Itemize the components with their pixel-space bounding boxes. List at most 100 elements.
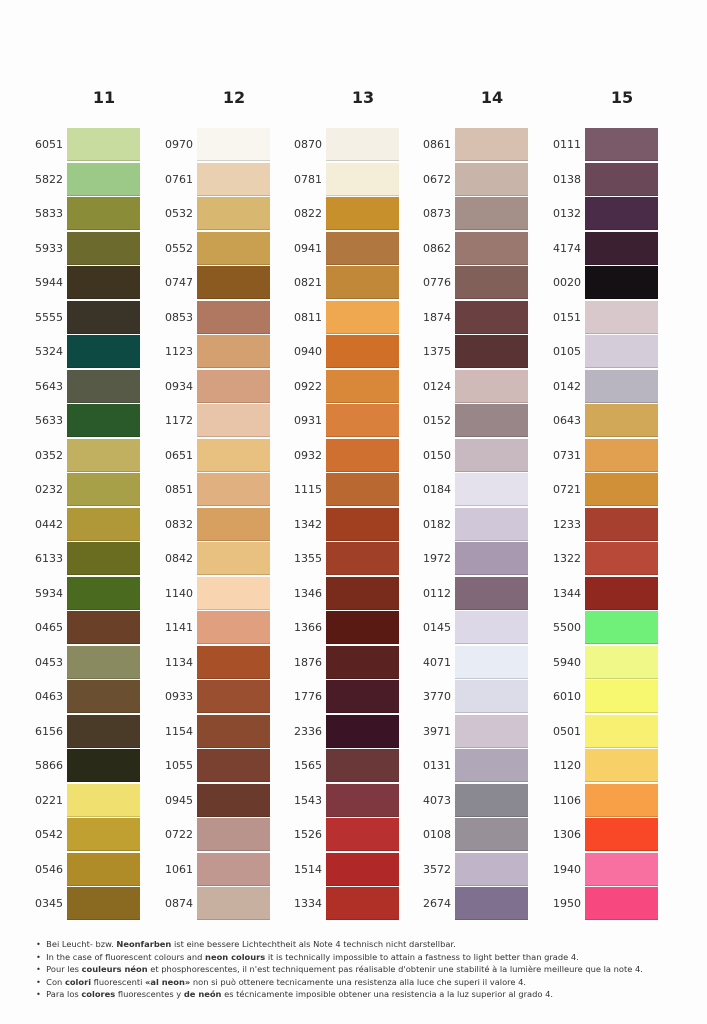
color-code: 6010	[553, 690, 581, 703]
color-code: 0020	[553, 276, 581, 289]
note-line: Para los colores fluorescentes y de neón…	[36, 988, 696, 1001]
note-text: «al neon»	[145, 976, 191, 987]
color-code: 0821	[294, 276, 322, 289]
swatch	[67, 645, 140, 679]
color-code: 1233	[553, 517, 581, 531]
color-code: 2674	[423, 897, 451, 910]
swatch	[326, 783, 399, 817]
swatch	[455, 369, 528, 403]
color-code: 1055	[165, 759, 193, 772]
color-code: 0934	[165, 379, 193, 393]
swatch	[455, 473, 528, 506]
swatch	[585, 335, 658, 368]
color-code: 4174	[553, 241, 581, 255]
swatch	[326, 369, 399, 403]
color-code: 6051	[35, 138, 63, 151]
swatch	[197, 542, 270, 575]
color-code: 0643	[553, 414, 581, 427]
note-text: Con	[46, 976, 65, 987]
swatch	[197, 887, 270, 920]
color-code: 0853	[165, 310, 193, 324]
color-code: 5833	[35, 207, 63, 220]
swatch	[197, 231, 270, 265]
color-code: 1115	[294, 483, 322, 496]
swatch	[585, 645, 658, 679]
swatch	[455, 507, 528, 541]
swatch	[67, 714, 140, 748]
swatch	[67, 680, 140, 713]
swatch	[585, 576, 658, 610]
note-text: Bei Leucht- bzw.	[46, 939, 117, 949]
color-code: 1874	[423, 310, 451, 324]
swatch	[326, 818, 399, 851]
color-code: 0124	[423, 379, 451, 393]
color-code: 1322	[553, 552, 581, 565]
color-code: 5555	[35, 310, 63, 324]
color-code: 0345	[35, 897, 63, 910]
color-code: 1950	[553, 897, 581, 910]
swatch	[197, 473, 270, 506]
color-code: 0150	[423, 448, 451, 462]
color-code: 0138	[553, 172, 581, 186]
color-code: 0940	[294, 345, 322, 358]
swatch	[585, 473, 658, 506]
color-code: 0105	[553, 345, 581, 358]
swatch	[197, 369, 270, 403]
note-text: it is technically impossible to attain a…	[265, 951, 579, 962]
color-code: 1154	[165, 724, 193, 738]
color-code: 1141	[165, 621, 193, 634]
color-code: 4071	[423, 655, 451, 669]
swatch	[455, 645, 528, 679]
color-code: 0151	[553, 310, 581, 324]
swatch	[197, 266, 270, 299]
note-line: Pour les couleurs néon et phosphorescent…	[36, 963, 696, 976]
color-code: 0672	[423, 172, 451, 186]
swatch	[585, 749, 658, 782]
swatch	[455, 818, 528, 851]
color-code: 0542	[35, 828, 63, 841]
color-code: 0731	[553, 448, 581, 462]
swatch	[585, 231, 658, 265]
swatch	[585, 783, 658, 817]
color-code: 1972	[423, 552, 451, 565]
color-code: 0873	[423, 207, 451, 220]
color-code: 0874	[165, 897, 193, 910]
swatch	[326, 576, 399, 610]
color-code: 1342	[294, 517, 322, 531]
note-line: Bei Leucht- bzw. Neonfarben ist eine bes…	[36, 938, 696, 951]
swatch	[585, 162, 658, 196]
color-code: 5866	[35, 759, 63, 772]
note-text: Para los	[46, 989, 82, 999]
color-code: 0142	[553, 379, 581, 393]
swatch	[67, 611, 140, 644]
note-text: et phosphorescentes, il n'est techniquem…	[147, 964, 643, 974]
swatch	[455, 542, 528, 575]
color-code: 1172	[165, 414, 193, 427]
color-code: 1514	[294, 862, 322, 876]
swatch	[326, 335, 399, 368]
color-code: 1346	[294, 586, 322, 600]
swatch	[67, 438, 140, 472]
color-code: 0651	[165, 448, 193, 462]
color-code: 1344	[553, 586, 581, 600]
color-code: 0832	[165, 517, 193, 531]
swatch	[67, 783, 140, 817]
swatch	[67, 197, 140, 230]
color-code: 0747	[165, 276, 193, 289]
color-code: 5933	[35, 241, 63, 255]
swatch	[326, 611, 399, 644]
swatch	[585, 714, 658, 748]
color-code: 0931	[294, 414, 322, 427]
swatch	[585, 542, 658, 575]
color-code: 0442	[35, 517, 63, 531]
color-code: 0870	[294, 138, 322, 151]
color-code: 0862	[423, 241, 451, 255]
color-code: 0776	[423, 276, 451, 289]
swatch	[67, 231, 140, 265]
swatch	[585, 197, 658, 230]
swatch	[197, 749, 270, 782]
color-code: 0132	[553, 207, 581, 220]
color-code: 3572	[423, 862, 451, 876]
column-header: 12	[222, 88, 246, 107]
swatch	[585, 887, 658, 920]
